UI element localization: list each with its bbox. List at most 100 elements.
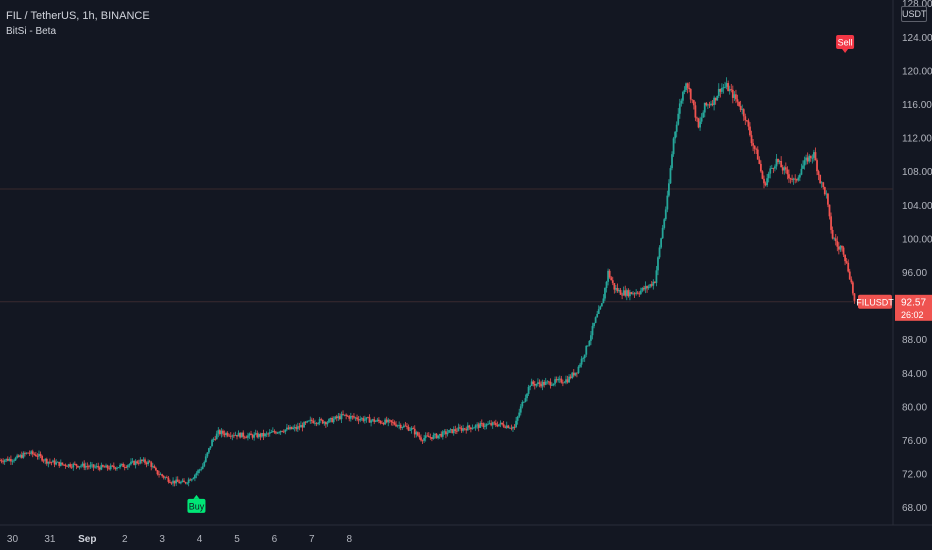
candle-body [786, 169, 789, 175]
candle-body [371, 419, 374, 421]
candle-body [66, 465, 68, 467]
candle-body [727, 83, 730, 92]
candle-body [809, 155, 812, 159]
candle-body [683, 89, 686, 93]
candle-body [836, 241, 839, 247]
candle-body [379, 421, 382, 423]
candle-body [664, 209, 667, 220]
candle-body [655, 270, 658, 283]
candle-body [282, 431, 285, 433]
candle-body [689, 89, 692, 100]
candle-body [315, 422, 318, 424]
candle-body [390, 420, 393, 423]
price-tick-label: 120.00 [902, 66, 932, 77]
candle-body [351, 415, 354, 417]
candle-body [738, 101, 740, 106]
candle-body [474, 425, 477, 428]
candle-body [555, 379, 558, 381]
candle-body [345, 414, 348, 416]
candle-body [527, 386, 530, 394]
candle-body [811, 157, 814, 159]
candle-body [270, 432, 273, 433]
time-axis[interactable]: 30 31 Sep 2 3 4 5 6 7 8 [7, 534, 353, 545]
candle-body [409, 429, 411, 431]
candle-body [236, 434, 238, 437]
candle-body [498, 424, 500, 427]
candle-body [616, 287, 619, 292]
candle-body [696, 117, 698, 119]
candle-body [148, 461, 151, 463]
candle-body [53, 460, 56, 465]
candle-body [813, 152, 815, 158]
candle-body [434, 433, 436, 436]
candle-body [0, 460, 1, 462]
candle-body [505, 425, 508, 428]
candle-body [208, 448, 210, 453]
candle-body [360, 418, 363, 420]
candle-body [167, 477, 170, 482]
candle-body [568, 376, 571, 383]
candle-body [462, 428, 464, 431]
candle-body [363, 419, 366, 421]
buy-signal-label: Buy [189, 501, 205, 511]
candle-body [579, 364, 581, 367]
candle-body [102, 465, 104, 467]
candle-body [805, 157, 808, 161]
price-tick-label: 104.00 [902, 201, 932, 212]
candle-body [622, 290, 625, 296]
candle-body [507, 425, 510, 428]
candle-body [781, 167, 784, 171]
candle-body [225, 432, 227, 435]
candle-body [6, 458, 9, 461]
candle-body [700, 117, 703, 122]
candle-body [100, 465, 103, 470]
candle-body [650, 284, 653, 286]
candle-body [112, 465, 115, 468]
candle-body [8, 459, 11, 461]
candle-body [234, 434, 237, 436]
candle-body [775, 158, 778, 167]
candle-body [772, 168, 775, 169]
candle-body [825, 193, 828, 195]
candle-body [416, 432, 419, 436]
candle-body [75, 464, 78, 466]
candle-body [59, 462, 62, 466]
candle-body [250, 433, 252, 436]
candle-body [192, 478, 195, 480]
candle-body [201, 466, 204, 470]
candle-body [831, 229, 834, 239]
candle-body [256, 433, 259, 438]
sell-arrow [842, 49, 849, 53]
candle-body [67, 464, 70, 467]
candle-body [242, 432, 245, 437]
candle-body [708, 104, 711, 106]
indicator-title[interactable]: BitSi - Beta [6, 26, 57, 37]
candle-body [2, 461, 5, 463]
price-axis[interactable]: 68.00 72.00 76.00 80.00 84.00 88.00 96.00 100.0… [902, 0, 932, 514]
candle-body [627, 290, 630, 297]
candle-body [195, 473, 198, 476]
candle-body [398, 424, 401, 426]
candle-body [332, 418, 335, 423]
candle-body [320, 419, 323, 420]
candle-body [780, 160, 783, 168]
candle-body [633, 293, 636, 295]
candle-body [691, 99, 694, 101]
candle-body [426, 435, 429, 437]
candle-body [756, 149, 759, 160]
candle-body [502, 424, 505, 427]
candle-body [792, 178, 795, 180]
candle-body [808, 155, 811, 162]
candle-body [582, 358, 585, 359]
symbol-title[interactable]: FIL / TetherUS, 1h, BINANCE [6, 10, 150, 22]
candle-body [494, 423, 497, 426]
currency-button[interactable]: USDT [901, 6, 927, 22]
candle-body [653, 281, 656, 283]
candle-body [532, 381, 535, 384]
candle-body [529, 385, 532, 387]
candle-body [251, 435, 254, 438]
candle-body [158, 474, 160, 476]
candle-body [758, 159, 761, 164]
candle-body [766, 178, 769, 186]
